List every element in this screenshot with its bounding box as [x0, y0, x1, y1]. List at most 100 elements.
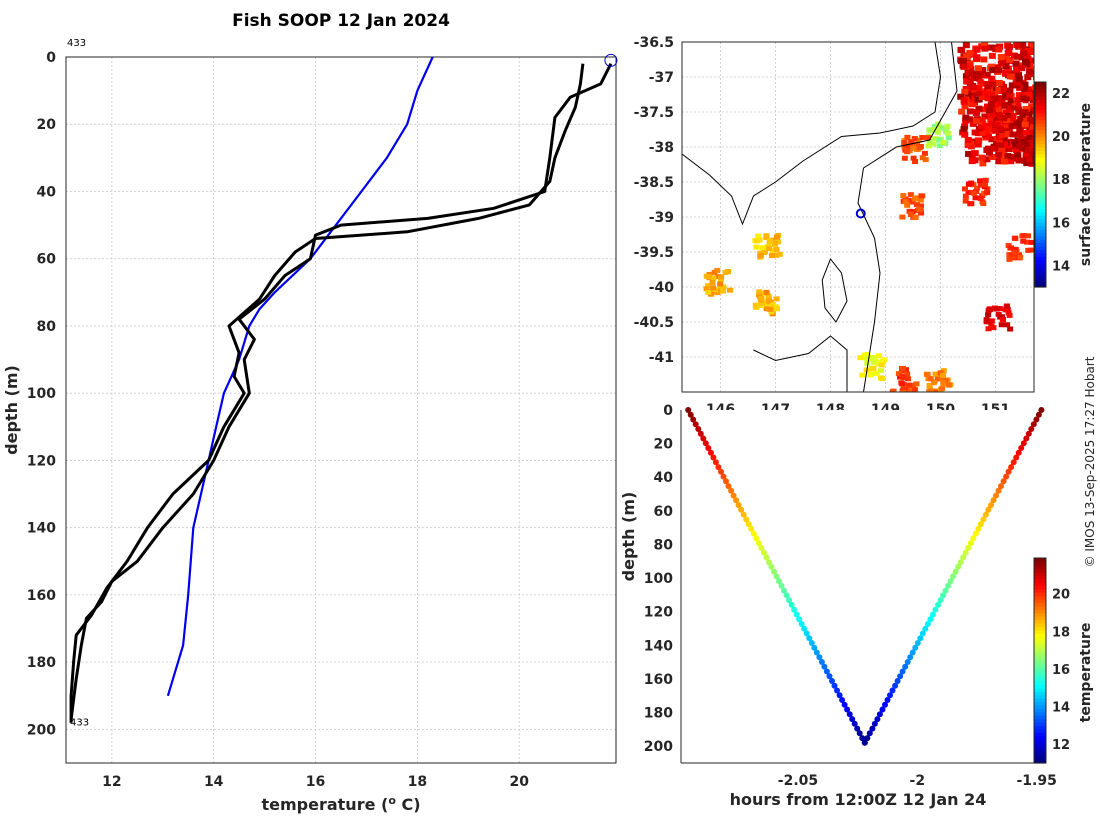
x-axis-label-main: temperature ( [261, 795, 388, 814]
sst-pixel [924, 371, 931, 377]
track-colorbar-segment [1034, 575, 1046, 580]
sst-pixel [912, 159, 919, 165]
y-tick-label: 160 [27, 588, 56, 604]
track-colorbar-segment [1034, 636, 1046, 641]
sst-pixel [988, 318, 995, 324]
sst-pixel [1010, 139, 1017, 145]
track-colorbar-segment [1034, 640, 1046, 645]
sst-pixel [895, 371, 902, 377]
upcast-point [889, 687, 896, 694]
upcast-point [902, 663, 909, 670]
map-colorbar-segment [1035, 276, 1046, 281]
upcast-point [993, 492, 999, 499]
sst-pixel [964, 92, 972, 99]
map-colorbar-segment [1035, 269, 1046, 274]
sst-pixel [974, 65, 982, 72]
map-y-tick-label: -40.5 [634, 315, 674, 331]
map-colorbar-segment [1035, 246, 1046, 251]
sst-pixel [1017, 254, 1024, 260]
sst-pixel [1028, 239, 1034, 245]
track-colorbar-segment [1034, 609, 1046, 614]
track-y-tick-label: 20 [654, 437, 674, 453]
sst-pixel [926, 382, 933, 388]
sst-pixel [979, 131, 986, 137]
downcast-point [723, 478, 729, 485]
sst-pixel [967, 201, 974, 207]
sst-pixel [998, 147, 1006, 154]
upcast-point [1018, 445, 1025, 451]
sst-pixel [960, 97, 968, 104]
downcast-point [740, 511, 747, 518]
sst-pixel [1024, 91, 1032, 98]
credit-text: © IMOS 13-Sep-2025 17:27 Hobart [1083, 356, 1097, 567]
upcast-point [907, 654, 914, 661]
sst-pixel [995, 79, 1003, 86]
sst-pixel [753, 244, 760, 250]
sst-pixel [990, 325, 997, 331]
sst-pixel [1022, 105, 1030, 112]
sst-pixel [1018, 54, 1026, 61]
downcast-point [738, 506, 745, 513]
sst-pixel [958, 46, 966, 53]
x-axis-label: temperature (o C) [261, 794, 420, 814]
track-colorbar-segment [1034, 561, 1046, 566]
track-colorbar-segment [1034, 756, 1046, 761]
sst-pixel [710, 275, 717, 281]
sst-pixel [1024, 48, 1032, 55]
sst-pixel [930, 141, 937, 147]
sst-pixel [944, 123, 951, 129]
sst-pixel [971, 150, 979, 157]
sst-pixel [1008, 82, 1016, 89]
sst-pixel [995, 106, 1003, 113]
sst-pixel [1002, 63, 1010, 70]
sst-pixel [864, 352, 871, 358]
sst-pixel [965, 181, 972, 187]
sst-pixel [996, 100, 1004, 107]
sst-pixel [857, 355, 864, 361]
map-colorbar-segment [1035, 116, 1046, 121]
y-tick-label: 0 [46, 50, 56, 66]
track-colorbar-segment [1034, 728, 1046, 733]
sst-pixel [1016, 109, 1023, 115]
upcast-point [955, 563, 962, 570]
map-y-tick-label: -41 [649, 350, 674, 366]
map-colorbar-tick-label: 14 [1052, 259, 1070, 274]
sst-pixel [945, 382, 952, 388]
sst-pixel [918, 210, 925, 216]
station-marker-circle [604, 53, 618, 67]
map-colorbar-segment [1035, 187, 1046, 192]
sst-pixel [1010, 255, 1017, 261]
sst-pixel [989, 95, 996, 101]
sst-pixel [1001, 138, 1009, 145]
sst-pixel [1016, 131, 1024, 138]
map-colorbar-segment [1035, 201, 1046, 206]
sst-pixel [1011, 249, 1018, 255]
track-y-tick-label: 0 [663, 403, 673, 419]
sst-pixel [919, 155, 926, 161]
sst-pixel [870, 355, 877, 361]
track-colorbar-segment [1034, 732, 1046, 737]
map-y-tick-label: -39 [649, 210, 674, 226]
sst-pixel [926, 389, 933, 392]
sst-pixel [971, 85, 978, 91]
track-colorbar-segment [1034, 581, 1046, 586]
track-colorbar-segment [1034, 558, 1046, 563]
map-colorbar-segment [1035, 256, 1046, 261]
sst-pixel [929, 388, 936, 392]
track-colorbar-segment [1034, 749, 1046, 754]
x-tick-label: 14 [204, 774, 224, 790]
downcast-point [763, 554, 770, 561]
sst-pixel [773, 234, 780, 240]
x-tick-label: 12 [102, 774, 121, 790]
sst-pixel [899, 390, 906, 392]
sst-pixel [1005, 146, 1013, 153]
upcast-point [1023, 435, 1030, 442]
map-colorbar-segment [1035, 102, 1046, 107]
sst-pixel [978, 124, 985, 130]
sst-pixel [768, 309, 775, 315]
sst-pixel [987, 121, 994, 127]
sst-pixel [1017, 97, 1024, 103]
track-colorbar-segment [1034, 735, 1046, 740]
sst-pixel [765, 293, 772, 299]
sst-pixel [1021, 121, 1029, 128]
